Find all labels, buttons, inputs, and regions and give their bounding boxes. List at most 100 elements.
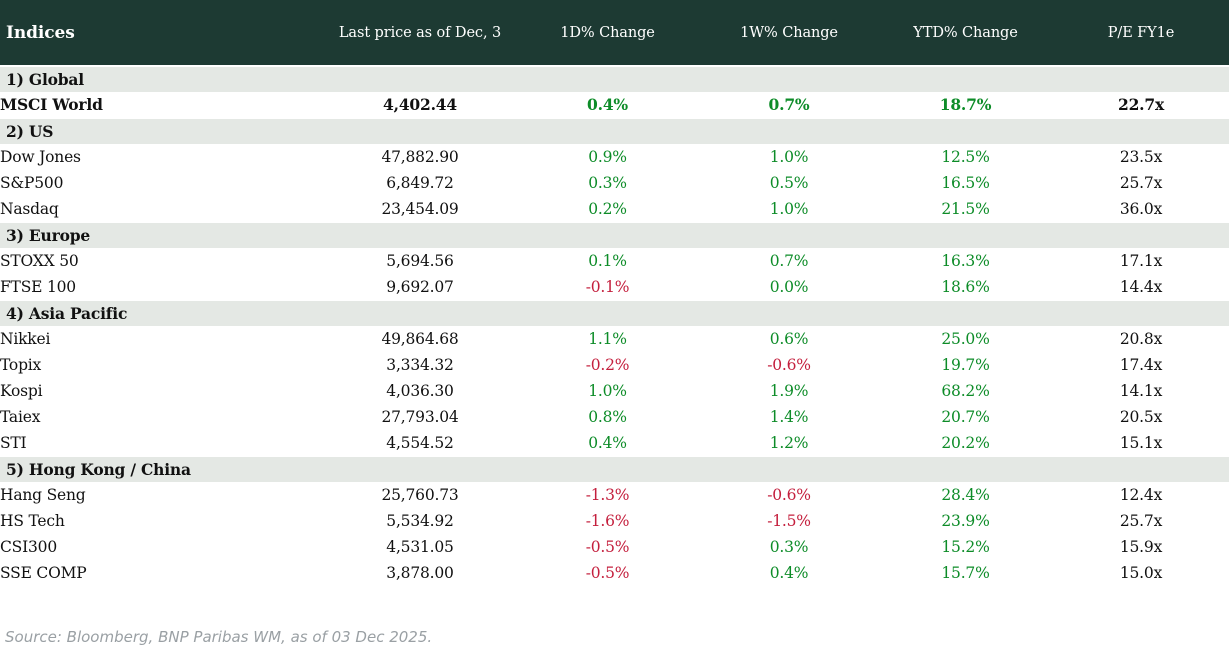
table-row: S&P500 6,849.72 0.3% 0.5% 16.5% 25.7x	[0, 170, 1229, 196]
section-label: 1) Global	[0, 65, 1229, 92]
ytd-change-value: 21.5%	[941, 199, 990, 218]
ytd-change-value: 16.5%	[941, 174, 990, 192]
1d-change-value: -0.2%	[585, 356, 630, 374]
ytd-change-value: 12.5%	[941, 148, 990, 166]
ytd-change-value: 25.0%	[941, 330, 990, 348]
1w-change-value: 0.0%	[769, 277, 809, 296]
last-price-value: 4,036.30	[386, 382, 454, 400]
table-row: Dow Jones 47,882.90 0.9% 1.0% 12.5% 23.5x	[0, 144, 1229, 170]
column-header-1d-change: 1D% Change	[515, 0, 700, 66]
1w-change-value: 0.6%	[769, 330, 809, 348]
1d-change-value: -0.1%	[585, 277, 630, 296]
index-name: Nikkei	[0, 330, 51, 348]
index-name: FTSE 100	[0, 277, 76, 296]
index-name: Dow Jones	[0, 148, 81, 166]
last-price-value: 4,554.52	[386, 433, 454, 452]
index-name: STI	[0, 433, 27, 452]
table-row: Nikkei 49,864.68 1.1% 0.6% 25.0% 20.8x	[0, 326, 1229, 352]
last-price-value: 25,760.73	[381, 486, 459, 504]
1d-change-value: -1.3%	[585, 486, 630, 504]
table-row: Nasdaq 23,454.09 0.2% 1.0% 21.5% 36.0x	[0, 196, 1229, 222]
ytd-change-value: 18.7%	[939, 95, 992, 114]
last-price-value: 49,864.68	[381, 330, 459, 348]
ytd-change-value: 28.4%	[941, 486, 990, 504]
table-row: STOXX 50 5,694.56 0.1% 0.7% 16.3% 17.1x	[0, 248, 1229, 274]
1d-change-value: 0.8%	[588, 408, 627, 426]
table-row: SSE COMP 3,878.00 -0.5% 0.4% 15.7% 15.0x	[0, 560, 1229, 586]
ytd-change-value: 16.3%	[941, 252, 990, 270]
indices-table: Indices Last price as of Dec, 3 1D% Chan…	[0, 0, 1229, 586]
index-name: STOXX 50	[0, 252, 79, 270]
ytd-change-value: 15.7%	[941, 564, 990, 582]
pe-value: 17.4x	[1119, 356, 1163, 374]
source-note: Source: Bloomberg, BNP Paribas WM, as of…	[5, 628, 433, 646]
pe-value: 20.5x	[1119, 408, 1163, 426]
index-name: CSI300	[0, 538, 57, 556]
column-header-pe: P/E FY1e	[1053, 0, 1229, 66]
index-name: Taiex	[0, 408, 41, 426]
last-price-value: 4,402.44	[383, 95, 457, 114]
table-row: Hang Seng 25,760.73 -1.3% -0.6% 28.4% 12.4x	[0, 482, 1229, 508]
index-name: Topix	[0, 356, 42, 374]
section-label: 3) Europe	[0, 221, 1229, 248]
section-row: 4) Asia Pacific	[0, 299, 1229, 326]
1w-change-value: 1.4%	[769, 408, 809, 426]
pe-value: 12.4x	[1119, 486, 1163, 504]
index-name: SSE COMP	[0, 564, 87, 582]
1d-change-value: 1.1%	[588, 330, 627, 348]
pe-value: 15.9x	[1119, 538, 1163, 556]
pe-value: 25.7x	[1119, 174, 1163, 192]
last-price-value: 3,334.32	[386, 356, 454, 374]
ytd-change-value: 18.6%	[941, 277, 990, 296]
1d-change-value: 1.0%	[588, 382, 627, 400]
section-row: 1) Global	[0, 65, 1229, 92]
section-row: 3) Europe	[0, 221, 1229, 248]
table-body: 1) Global MSCI World 4,402.44 0.4% 0.7% 18.7%…	[0, 65, 1229, 586]
1d-change-value: 0.3%	[588, 174, 627, 192]
last-price-value: 3,878.00	[386, 564, 454, 582]
last-price-value: 9,692.07	[386, 277, 454, 296]
1d-change-value: 0.4%	[588, 433, 627, 452]
1w-change-value: 0.3%	[769, 538, 809, 556]
last-price-value: 27,793.04	[381, 408, 459, 426]
1d-change-value: -1.6%	[585, 512, 630, 530]
1w-change-value: 0.4%	[769, 564, 809, 582]
table-row: MSCI World 4,402.44 0.4% 0.7% 18.7% 22.7x	[0, 92, 1229, 118]
last-price-value: 5,694.56	[386, 252, 454, 270]
ytd-change-value: 20.7%	[941, 408, 990, 426]
column-header-1w-change: 1W% Change	[700, 0, 878, 66]
index-name: S&P500	[0, 174, 64, 192]
table-row: Taiex 27,793.04 0.8% 1.4% 20.7% 20.5x	[0, 404, 1229, 430]
table-header: Indices Last price as of Dec, 3 1D% Chan…	[0, 0, 1229, 66]
table-row: Topix 3,334.32 -0.2% -0.6% 19.7% 17.4x	[0, 352, 1229, 378]
column-header-ytd-change: YTD% Change	[878, 0, 1053, 66]
1w-change-value: -0.6%	[767, 356, 811, 374]
1w-change-value: -0.6%	[767, 486, 811, 504]
last-price-value: 47,882.90	[381, 148, 459, 166]
index-name: HS Tech	[0, 512, 65, 530]
1w-change-value: -1.5%	[767, 512, 811, 530]
index-name: MSCI World	[0, 95, 103, 114]
column-header-last-price: Last price as of Dec, 3	[325, 0, 515, 66]
1w-change-value: 0.7%	[769, 252, 809, 270]
table-title: Indices	[0, 0, 325, 66]
section-row: 5) Hong Kong / China	[0, 455, 1229, 482]
section-label: 5) Hong Kong / China	[0, 455, 1229, 482]
pe-value: 15.1x	[1119, 433, 1163, 452]
ytd-change-value: 20.2%	[941, 433, 990, 452]
1w-change-value: 1.0%	[769, 199, 809, 218]
last-price-value: 5,534.92	[386, 512, 454, 530]
last-price-value: 23,454.09	[381, 199, 459, 218]
1d-change-value: -0.5%	[585, 538, 630, 556]
index-name: Nasdaq	[0, 199, 59, 218]
section-label: 2) US	[0, 117, 1229, 144]
pe-value: 22.7x	[1118, 95, 1164, 114]
ytd-change-value: 68.2%	[941, 382, 990, 400]
ytd-change-value: 23.9%	[941, 512, 990, 530]
1d-change-value: 0.9%	[588, 148, 627, 166]
pe-value: 17.1x	[1119, 252, 1163, 270]
1d-change-value: -0.5%	[585, 564, 630, 582]
1w-change-value: 1.9%	[769, 382, 809, 400]
1w-change-value: 1.0%	[769, 148, 809, 166]
